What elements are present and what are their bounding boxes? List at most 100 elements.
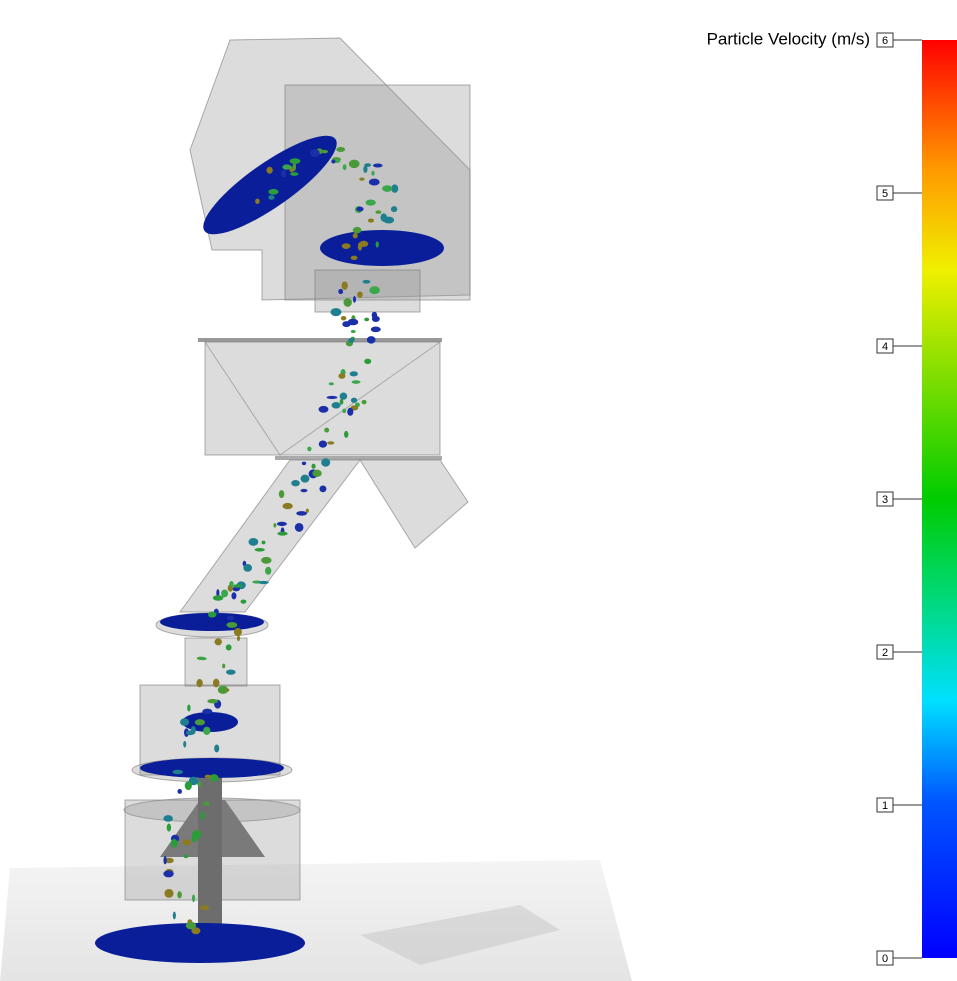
particle — [311, 464, 315, 469]
particle — [391, 206, 397, 212]
particle — [307, 447, 311, 452]
particle — [336, 147, 345, 152]
particle — [344, 431, 348, 438]
particle — [186, 922, 196, 929]
particle — [352, 380, 361, 384]
particle — [338, 289, 343, 294]
particle — [290, 158, 301, 164]
chute — [180, 460, 360, 612]
particle — [200, 905, 209, 910]
particle — [373, 163, 383, 167]
particle — [213, 679, 219, 688]
particle — [203, 801, 210, 805]
colorbar: 0123456 — [877, 33, 957, 965]
particle — [233, 584, 242, 588]
particle — [327, 396, 338, 399]
particle — [173, 770, 183, 774]
particle — [353, 227, 362, 234]
branch — [360, 460, 468, 548]
particle — [290, 172, 298, 176]
particle — [381, 213, 388, 221]
particle — [266, 167, 272, 174]
particle — [237, 636, 240, 642]
particle — [357, 291, 363, 297]
particle — [349, 160, 360, 169]
particle — [324, 428, 329, 433]
particle — [343, 164, 347, 170]
particle — [321, 150, 328, 154]
particle — [281, 170, 286, 177]
particle — [171, 839, 178, 848]
neck — [315, 270, 420, 312]
particle — [342, 243, 351, 249]
particle — [167, 824, 171, 832]
particle — [277, 522, 287, 526]
particle — [306, 509, 309, 513]
particle — [227, 616, 234, 621]
particle — [229, 581, 233, 587]
particle — [330, 308, 341, 316]
particle — [366, 200, 376, 206]
particle — [331, 160, 335, 164]
particle — [215, 638, 222, 645]
particle — [177, 891, 182, 898]
particle — [222, 664, 225, 669]
particle — [356, 207, 363, 212]
particle — [226, 622, 237, 628]
particle — [268, 189, 278, 195]
particle — [208, 612, 216, 618]
particle — [369, 286, 380, 294]
particle — [342, 409, 346, 414]
particle — [243, 564, 252, 572]
particle — [363, 280, 371, 284]
particle — [372, 312, 377, 319]
particle — [341, 316, 346, 320]
particle — [180, 718, 189, 726]
particle — [195, 719, 205, 725]
particle — [350, 371, 358, 376]
particle — [327, 441, 334, 444]
particle — [363, 166, 367, 173]
particle — [192, 830, 202, 839]
particle — [268, 195, 274, 200]
particle — [277, 532, 287, 536]
particle — [376, 241, 379, 247]
tick-label: 3 — [882, 494, 888, 506]
particle — [226, 669, 236, 674]
particle — [182, 839, 191, 845]
particle — [196, 679, 202, 687]
particle — [382, 185, 392, 192]
particle — [291, 480, 300, 486]
particle — [241, 600, 247, 604]
particle — [371, 171, 374, 176]
particle — [312, 470, 321, 477]
particle — [342, 281, 348, 289]
particle — [332, 402, 341, 408]
particle — [258, 581, 268, 584]
particle — [300, 475, 309, 483]
particle — [273, 523, 276, 527]
particle — [187, 704, 190, 711]
particle — [302, 462, 306, 465]
particle — [231, 592, 236, 599]
particle — [279, 490, 285, 498]
particle — [183, 741, 186, 747]
tick-label: 5 — [882, 188, 888, 200]
upper-box — [285, 85, 470, 300]
particle — [265, 567, 271, 575]
particle — [364, 359, 371, 365]
particle — [296, 511, 307, 516]
tick-label: 1 — [882, 800, 888, 812]
particle — [283, 503, 293, 509]
particle — [353, 296, 356, 303]
particle — [261, 557, 271, 564]
particle — [282, 165, 291, 170]
tick-label: 2 — [882, 647, 888, 659]
tick-label: 6 — [882, 35, 888, 47]
particle — [362, 400, 367, 404]
particle-bed — [320, 230, 444, 266]
particle — [210, 774, 219, 781]
particle — [248, 538, 258, 546]
particle — [214, 745, 219, 753]
particle — [255, 198, 260, 204]
